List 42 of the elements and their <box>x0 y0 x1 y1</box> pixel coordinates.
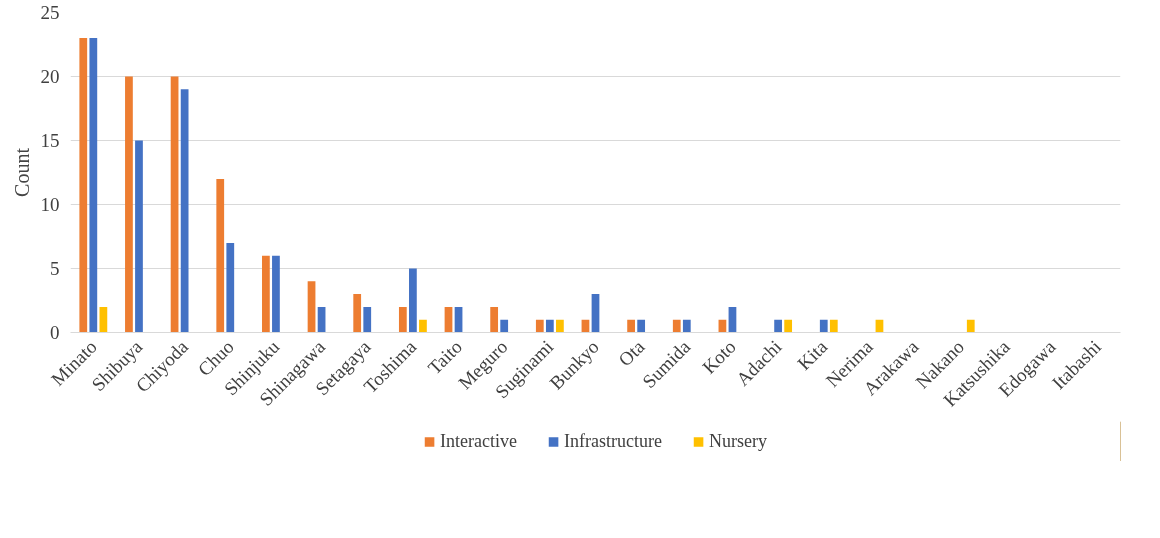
bar <box>89 38 98 333</box>
bar <box>353 294 362 333</box>
bar <box>966 319 975 333</box>
bar <box>226 242 235 333</box>
bar <box>672 319 681 333</box>
y-axis-title: Count <box>10 147 33 197</box>
y-tick-label: 15 <box>40 130 60 151</box>
bar <box>556 319 564 333</box>
bar <box>79 38 88 333</box>
legend-label: Nursery <box>708 430 767 452</box>
bar <box>627 319 635 333</box>
y-tick-label: 10 <box>40 194 60 215</box>
bar <box>307 281 316 333</box>
bar <box>99 306 108 333</box>
bar <box>170 76 179 333</box>
y-tick-label: 5 <box>50 258 60 279</box>
legend-label: Interactive <box>440 430 518 452</box>
bar <box>535 319 544 333</box>
bar <box>819 319 828 333</box>
bar <box>180 89 189 333</box>
bar <box>774 319 782 333</box>
bar <box>409 268 417 333</box>
y-tick-label: 25 <box>40 2 60 23</box>
bar <box>682 319 691 333</box>
bar <box>637 319 646 333</box>
y-tick-label: 0 <box>50 322 60 343</box>
bar <box>272 255 280 333</box>
bar <box>829 319 838 333</box>
bar <box>262 255 270 333</box>
bar <box>784 319 793 333</box>
bar <box>545 319 554 333</box>
bar <box>398 306 407 333</box>
bar <box>490 306 499 333</box>
bar <box>135 140 143 333</box>
bar <box>419 319 427 333</box>
legend-label: Infrastructure <box>564 430 662 452</box>
bar <box>216 178 225 333</box>
x-tick-label: Koto <box>698 336 740 378</box>
bar <box>125 76 133 333</box>
bar <box>363 306 372 333</box>
y-tick-label: 20 <box>40 66 60 87</box>
bar <box>500 319 509 333</box>
